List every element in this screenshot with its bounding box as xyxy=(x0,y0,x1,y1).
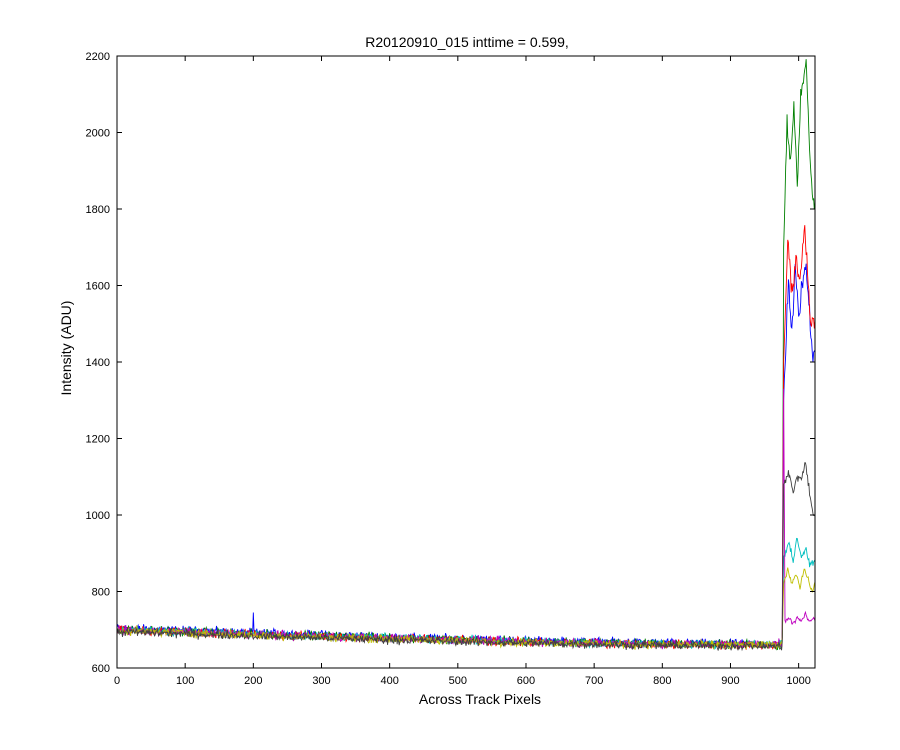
y-tick-label: 2000 xyxy=(86,128,110,140)
y-tick-label: 1800 xyxy=(86,204,110,216)
chart-title: R20120910_015 inttime = 0.599, xyxy=(365,34,569,50)
plot-frame xyxy=(116,55,816,669)
y-tick-label: 800 xyxy=(92,587,110,599)
series-line-6 xyxy=(117,567,815,650)
x-tick-label: 500 xyxy=(449,675,467,687)
series-line-2 xyxy=(117,59,815,651)
series-line-3 xyxy=(117,225,815,650)
y-tick-label: 1600 xyxy=(86,281,110,293)
x-tick-label: 900 xyxy=(721,675,739,687)
series-line-7 xyxy=(117,462,815,652)
y-axis-label: Intensity (ADU) xyxy=(58,301,74,396)
plot-area xyxy=(117,59,815,652)
x-tick-label: 700 xyxy=(585,675,603,687)
y-tick-label: 1200 xyxy=(86,434,110,446)
y-axis: 600 800 1000 1200 1400 1600 1800 2000 2200 xyxy=(86,51,815,675)
x-tick-label: 1000 xyxy=(786,675,810,687)
x-tick-label: 800 xyxy=(653,675,671,687)
x-tick-label: 400 xyxy=(380,675,398,687)
series-layer xyxy=(117,59,815,652)
y-tick-label: 1000 xyxy=(86,510,110,522)
y-tick-label: 2200 xyxy=(86,51,110,63)
series-line-5 xyxy=(117,388,815,650)
x-tick-label: 100 xyxy=(176,675,194,687)
y-tick-label: 600 xyxy=(92,663,110,675)
series-line-1 xyxy=(117,263,815,649)
x-tick-label: 300 xyxy=(312,675,330,687)
x-tick-label: 0 xyxy=(114,675,120,687)
x-tick-label: 600 xyxy=(517,675,535,687)
y-tick-label: 1400 xyxy=(86,357,110,369)
x-axis: 0 100 200 300 400 500 600 700 800 900 1000 xyxy=(114,56,811,687)
x-axis-label: Across Track Pixels xyxy=(419,691,541,707)
x-tick-label: 200 xyxy=(244,675,262,687)
